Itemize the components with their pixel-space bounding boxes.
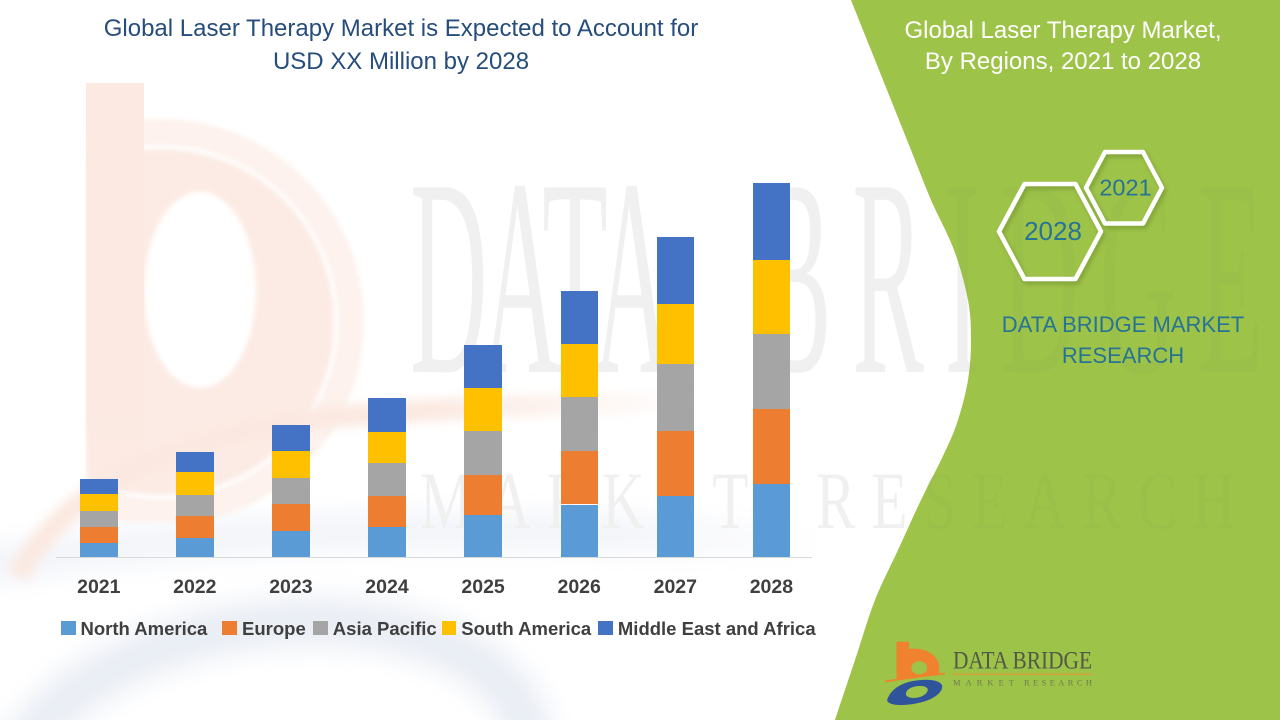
svg-text:MARKET RESEARCH: MARKET RESEARCH [420,456,1251,547]
svg-text:2028: 2028 [1024,216,1082,246]
svg-text:DATA BRIDGE: DATA BRIDGE [953,648,1092,675]
svg-text:2021: 2021 [1099,175,1151,201]
svg-text:RESEARCH: RESEARCH [1024,678,1092,688]
svg-text:DATA: DATA [410,122,671,434]
svg-text:MARKET: MARKET [953,678,1015,688]
